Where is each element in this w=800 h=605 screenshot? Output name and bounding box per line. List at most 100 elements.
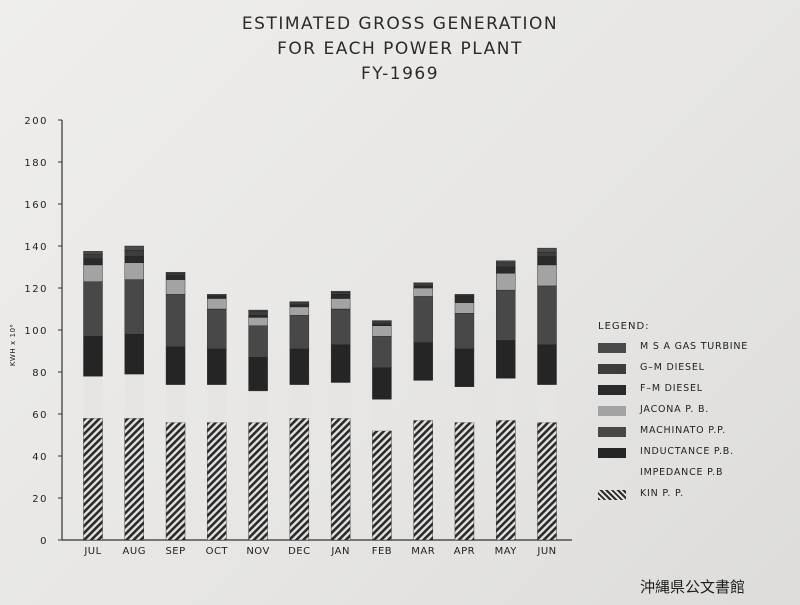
bar-segment — [207, 422, 227, 541]
bar-segment — [330, 290, 351, 293]
bar-segment — [165, 272, 186, 274]
y-tick-label: 120 — [24, 284, 48, 295]
bar-segment — [124, 374, 144, 419]
bar-segment — [83, 281, 103, 337]
legend-item: JACONA P. B. — [598, 403, 788, 424]
bar-segment — [166, 384, 186, 423]
bar-segment — [289, 348, 310, 385]
x-tick-label: FEB — [372, 546, 392, 557]
bar-segment — [207, 348, 227, 385]
legend-label: G–M DIESEL — [640, 362, 705, 373]
y-tick-label: 140 — [24, 242, 48, 253]
bar-segment — [372, 399, 392, 431]
bar-segment — [289, 315, 310, 350]
bar-segment — [372, 320, 392, 322]
bar-segment — [330, 292, 351, 295]
bar-segment — [124, 334, 144, 375]
bar-segment — [83, 336, 103, 377]
legend-swatch — [598, 364, 626, 374]
bar-segment — [248, 309, 268, 312]
legend: M S A GAS TURBINE G–M DIESEL F–M DIESEL JAC… — [598, 340, 788, 508]
bar-segment — [83, 376, 103, 419]
x-tick-label: MAR — [411, 546, 435, 557]
bar-segment — [331, 382, 351, 419]
bar-segment — [248, 317, 268, 326]
legend-item: MACHINATO P.P. — [598, 424, 788, 445]
bar-segment — [496, 289, 516, 341]
bar-segment — [413, 282, 433, 284]
bar-segment — [537, 264, 557, 287]
bar-segment — [372, 430, 392, 541]
y-tick-label: 60 — [32, 410, 48, 421]
bar-segment — [124, 256, 144, 264]
bar-segment — [124, 245, 144, 251]
legend-item: G–M DIESEL — [598, 361, 788, 382]
bar-segment — [83, 254, 103, 259]
y-tick-label: 80 — [32, 368, 48, 379]
legend-item: F–M DIESEL — [598, 382, 788, 403]
legend-swatch — [598, 469, 626, 479]
bar-segment — [83, 418, 103, 541]
bar-segment — [413, 342, 433, 381]
bar-segment — [165, 275, 186, 280]
bar-segment — [496, 378, 516, 421]
bar-segment — [372, 336, 392, 368]
bar-segment — [496, 262, 516, 268]
bar-segment — [330, 418, 351, 541]
bar-segment — [537, 247, 557, 253]
y-tick-label: 160 — [24, 200, 48, 211]
bar-segment — [248, 390, 268, 423]
bar-segment — [454, 296, 475, 303]
bar-segment — [496, 266, 516, 274]
bar-segment — [413, 380, 433, 421]
title-line-3: FY-1969 — [360, 64, 440, 84]
legend-label: IMPEDANCE P.B — [640, 467, 724, 478]
bar-segment — [537, 422, 557, 541]
legend-label: F–M DIESEL — [640, 383, 703, 394]
bar-segment — [289, 418, 310, 541]
bar-segment — [372, 367, 392, 400]
bar-segment — [289, 304, 310, 308]
x-tick-label: NOV — [246, 546, 270, 557]
bar-segment — [413, 285, 433, 289]
legend-swatch — [598, 448, 626, 458]
bar-segment — [372, 323, 392, 327]
legend-label: MACHINATO P.P. — [640, 425, 727, 436]
bar-segment — [207, 296, 227, 299]
bar-segment — [330, 308, 351, 345]
legend-swatch — [598, 385, 626, 395]
bar-segment — [496, 273, 516, 291]
bar-segment — [248, 325, 268, 358]
bar-segment — [289, 302, 310, 306]
bar-segment — [454, 302, 475, 314]
bar-segment — [207, 384, 227, 423]
bar-segment — [537, 285, 557, 345]
y-tick-label: 100 — [24, 326, 48, 337]
x-tick-label: APR — [454, 546, 475, 557]
legend-swatch — [598, 427, 626, 437]
legend-title: LEGEND: — [598, 321, 650, 332]
bar-segment — [248, 310, 268, 316]
bar-segment — [289, 384, 309, 419]
x-tick-label: JAN — [330, 546, 350, 557]
bar-segment — [289, 306, 310, 316]
bar-segment — [330, 344, 351, 383]
bar-segment — [83, 264, 103, 282]
legend-label: M S A GAS TURBINE — [640, 341, 749, 352]
bar-segment — [496, 420, 516, 541]
bar-segment — [413, 420, 433, 541]
bar-segment — [330, 294, 351, 299]
bar-segment — [537, 256, 557, 266]
y-tick-label: 200 — [24, 116, 48, 127]
bar-segment — [248, 357, 268, 392]
legend-swatch — [598, 343, 626, 353]
bar-segment — [165, 422, 186, 541]
x-tick-label: JUL — [83, 546, 101, 557]
bar-segment — [207, 298, 227, 310]
legend-item: IMPEDANCE P.B — [598, 466, 788, 487]
bar-segment — [413, 287, 433, 297]
bar-segment — [537, 344, 557, 385]
bar-segment — [165, 294, 186, 347]
bar-segment — [124, 279, 144, 335]
